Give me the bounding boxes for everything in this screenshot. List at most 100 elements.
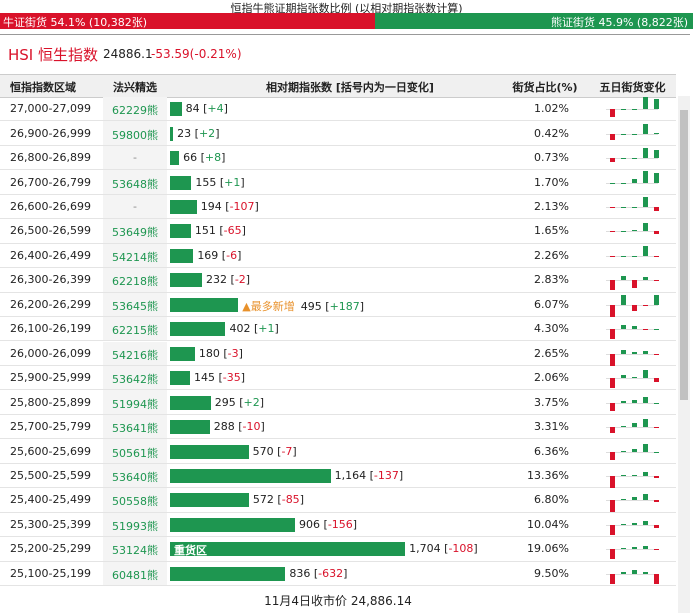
contract-bar (170, 322, 226, 337)
five-day-bar (643, 546, 648, 550)
contract-bar (170, 273, 203, 288)
pick: 50558熊 (112, 495, 158, 509)
five-day-bar (610, 500, 615, 513)
contracts: 151 (194, 224, 216, 238)
five-day-bar (610, 133, 615, 140)
change: -65 (223, 224, 242, 238)
range: 25,500-25,599 (10, 468, 91, 482)
contract-text: 402 [+1] (229, 322, 279, 336)
contract-text: 1,704 [-108] (409, 542, 478, 556)
spark-base (606, 475, 658, 477)
contract-bar (170, 248, 194, 263)
spark-base (606, 402, 658, 404)
contract-text: 145 [-35] (194, 371, 246, 385)
column-header: 法兴精选 (113, 81, 157, 94)
five-day-bar (610, 573, 615, 584)
contract-bar (170, 468, 331, 483)
range: 25,800-25,899 (10, 395, 91, 409)
range: 26,700-26,799 (10, 175, 91, 189)
five-day-bar (643, 396, 648, 403)
share: 1.65% (534, 224, 569, 238)
change: +1 (258, 322, 275, 336)
contracts: 572 (252, 493, 274, 507)
share: 2.83% (534, 273, 569, 287)
spark-base (606, 329, 658, 331)
contracts: 194 (200, 200, 222, 214)
scrollbar-thumb[interactable] (680, 110, 688, 400)
contracts: 1,704 (409, 542, 441, 556)
five-day-bar (632, 474, 637, 476)
five-day-bar (632, 158, 637, 160)
pick-bg (103, 341, 167, 365)
contract-bar (170, 200, 197, 215)
five-day-bar (621, 548, 626, 550)
five-day-bar (610, 549, 615, 560)
five-day-bar (654, 132, 659, 134)
share: 2.26% (534, 248, 569, 262)
row-bg (0, 268, 676, 293)
pick-bg (103, 243, 167, 268)
five-day-bar (632, 522, 637, 525)
five-day-bar (610, 329, 615, 340)
share: 3.31% (534, 420, 569, 434)
spark-base (606, 231, 658, 233)
row-bg (0, 464, 676, 489)
five-day-bar (643, 419, 648, 428)
five-day-bar (654, 150, 659, 159)
contracts: 1,164 (334, 468, 367, 482)
five-day-bar (621, 474, 626, 476)
contract-bar (170, 444, 249, 459)
five-day-bar (632, 230, 637, 232)
five-day-bar (632, 569, 637, 574)
five-day-bar (643, 520, 648, 525)
pick-bg (103, 439, 167, 463)
five-day-bar (643, 148, 648, 159)
row-bg (0, 317, 676, 342)
row-bg (0, 342, 676, 366)
row-bg (0, 293, 676, 318)
pick: 62215熊 (112, 324, 158, 338)
five-day-bar (632, 207, 637, 209)
share: 0.73% (534, 151, 569, 165)
pick: 51993熊 (112, 519, 158, 533)
contracts: 402 (229, 322, 251, 336)
header-row (0, 74, 676, 98)
share: 1.02% (534, 102, 569, 116)
row-bg (0, 195, 676, 220)
share: 2.13% (534, 200, 569, 214)
five-day-bar (654, 172, 659, 183)
five-day-bar (632, 377, 637, 379)
contract-text: 151 [-65] (194, 224, 246, 238)
five-day-bar (610, 255, 615, 257)
range: 26,300-26,399 (10, 273, 91, 287)
five-day-bar (621, 294, 626, 305)
change: -35 (222, 371, 241, 385)
pick: 59800熊 (112, 128, 158, 142)
range: 26,500-26,599 (10, 224, 91, 238)
five-day-bar (654, 280, 659, 282)
contracts: 836 (289, 566, 311, 580)
bear-bar (374, 13, 693, 29)
change: -107 (229, 200, 255, 214)
bear-label: 熊证街货 45.9% (8,822张) (550, 16, 688, 29)
change: +4 (207, 102, 224, 116)
row-bg (0, 537, 676, 562)
five-day-bar (643, 370, 648, 379)
contract-text: 23 [+2] (177, 126, 220, 140)
pick: 53642熊 (112, 373, 158, 387)
range: 25,300-25,399 (10, 517, 91, 531)
row-bg (0, 170, 676, 195)
column-header: 五日街货变化 (599, 81, 666, 94)
index-value: 24886.1 (103, 47, 153, 61)
pick-bg (103, 268, 167, 292)
contract-bar (170, 151, 180, 166)
share: 13.36% (527, 468, 569, 482)
range: 25,200-25,299 (10, 542, 91, 556)
pick-bg (103, 463, 167, 488)
index-change: -53.59(-0.21%) (151, 47, 242, 61)
five-day-bar (654, 402, 659, 404)
pick: 50561熊 (112, 446, 158, 460)
five-day-bar (610, 304, 615, 317)
five-day-bar (621, 450, 626, 452)
column-header: 街货占比(%) (512, 81, 578, 94)
